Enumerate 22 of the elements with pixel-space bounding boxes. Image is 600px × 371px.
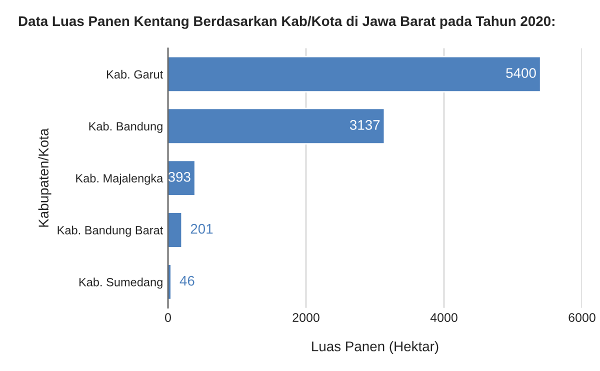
bar <box>168 56 542 93</box>
x-tick-label: 6000 <box>568 313 596 322</box>
chart-title: Data Luas Panen Kentang Berdasarkan Kab/Kota di Jawa Barat pada Tahun 2020: <box>18 16 554 29</box>
y-tick-label: Kab. Sumedang <box>79 278 162 289</box>
x-tick-label: 4000 <box>430 313 458 322</box>
x-tick-label: 0 <box>165 313 171 322</box>
x-tick-label: 2000 <box>292 313 320 322</box>
y-axis-title: Kabupaten/Kota <box>38 128 52 227</box>
bar <box>168 212 183 248</box>
y-tick-label: Kab. Bandung <box>89 122 162 133</box>
y-tick-label: Kab. Bandung Barat <box>58 226 164 237</box>
bar <box>168 108 386 144</box>
bar <box>168 264 172 300</box>
y-tick-label: Kab. Garut <box>107 70 164 79</box>
data-label: 3137 <box>350 120 380 130</box>
x-axis-title: Luas Panen (Hektar) <box>312 341 438 354</box>
data-label: 46 <box>180 276 194 286</box>
y-tick-label: Kab. Majalengka <box>76 174 164 185</box>
bar <box>168 160 196 196</box>
data-label: 5400 <box>506 68 536 78</box>
data-label: 393 <box>168 172 190 182</box>
data-label: 201 <box>190 224 213 234</box>
